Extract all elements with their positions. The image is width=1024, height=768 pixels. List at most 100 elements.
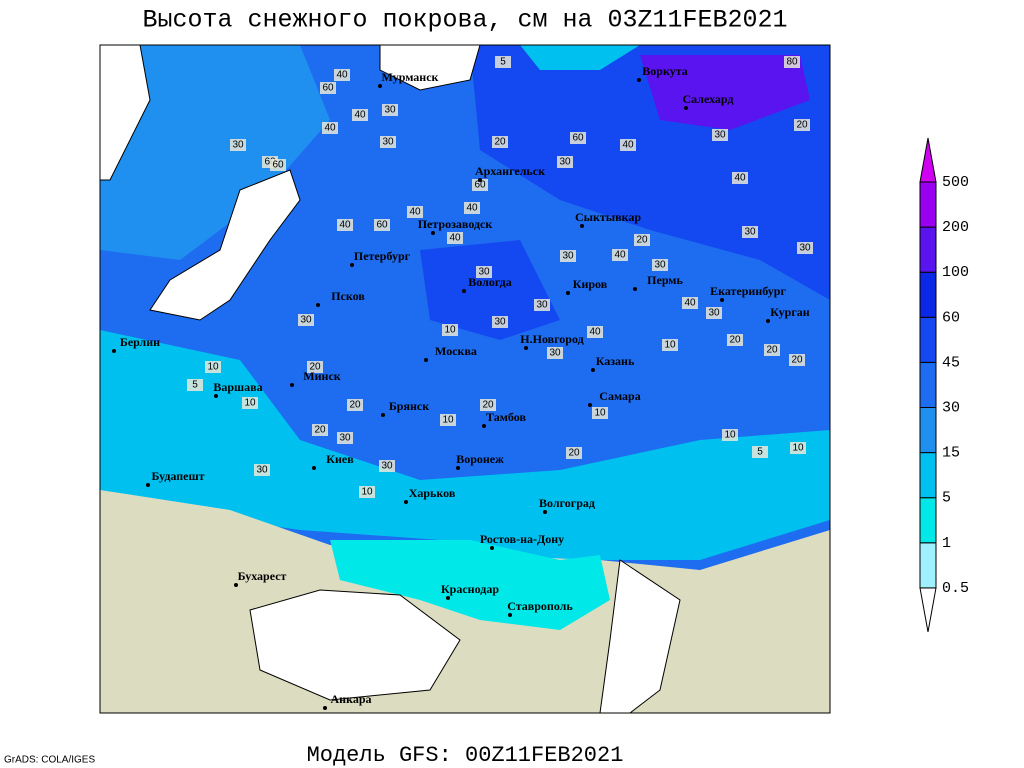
contour-label-box: [352, 109, 368, 121]
city-label: Брянск: [389, 399, 429, 413]
city-dot: [462, 289, 466, 293]
contour-label-box: [557, 156, 573, 168]
contour-label-box: [742, 226, 758, 238]
contour-label: 30: [559, 157, 571, 168]
contour-label-box: [374, 219, 390, 231]
contour-label: 5: [757, 447, 763, 458]
contour-label: 20: [568, 448, 580, 459]
contour-label-box: [682, 297, 698, 309]
city-dot: [766, 319, 770, 323]
contour-label-box: [492, 316, 508, 328]
contour-label: 40: [684, 298, 696, 309]
contour-label-box: [566, 447, 582, 459]
legend-label: 0.5: [942, 580, 969, 597]
city-label: Ставрополь: [507, 599, 573, 613]
legend-swatch: [919, 542, 937, 589]
contour-label-box: [752, 446, 768, 458]
contour-label-box: [492, 136, 508, 148]
city-label: Анкара: [331, 692, 372, 706]
contour-label-box: [570, 132, 586, 144]
city-label: Воронеж: [456, 452, 504, 466]
contour-label: 10: [444, 325, 456, 336]
legend-label: 5: [942, 490, 951, 507]
city-label: Тамбов: [486, 410, 526, 424]
cities: Мурманск Воркута Салехард Архангельск Сыктыв…: [112, 64, 810, 710]
contour-label-box: [337, 432, 353, 444]
contour-labels: 5804060403040603020304030302060606040404…: [187, 56, 813, 498]
city-dot: [478, 178, 482, 182]
city-dot: [323, 706, 327, 710]
city-dot: [234, 583, 238, 587]
contour-label-box: [347, 399, 363, 411]
region: [520, 45, 640, 70]
contour-label-box: [790, 442, 806, 454]
contour-label-box: [634, 234, 650, 246]
map-frame: [99, 44, 831, 714]
contour-label: 30: [714, 130, 726, 141]
city-label: Сыктывкар: [575, 210, 641, 224]
city-label: Петрозаводск: [418, 217, 493, 231]
contour-label: 20: [766, 345, 778, 356]
city-dot: [591, 368, 595, 372]
legend-swatch: [919, 316, 937, 363]
legend-swatch: [919, 181, 937, 228]
contour-label-box: [560, 250, 576, 262]
contour-label: 10: [442, 415, 454, 426]
contour-label: 20: [494, 137, 506, 148]
contour-label-box: [789, 354, 805, 366]
contour-label-box: [298, 314, 314, 326]
contour-label: 30: [494, 317, 506, 328]
contour-label: 30: [232, 140, 244, 151]
contour-label-box: [359, 486, 375, 498]
city-label: Ростов-на-Дону: [480, 532, 564, 546]
contour-label: 20: [349, 400, 361, 411]
contour-label-box: [334, 69, 350, 81]
city-label: Киров: [573, 277, 608, 291]
city-dot: [456, 466, 460, 470]
city-label: Н.Новгород: [520, 332, 583, 346]
contour-label-box: [476, 266, 492, 278]
city-label: Москва: [435, 344, 477, 358]
city-dot: [524, 346, 528, 350]
contour-label: 30: [381, 461, 393, 472]
city-dot: [431, 231, 435, 235]
contour-label: 10: [664, 340, 676, 351]
city-label: Казань: [596, 354, 635, 368]
city-label: Киев: [326, 452, 354, 466]
contour-label-box: [722, 429, 738, 441]
contour-label-box: [312, 424, 328, 436]
city-label: Архангельск: [475, 164, 545, 178]
contour-label: 20: [309, 362, 321, 373]
contour-label-box: [270, 159, 286, 171]
contour-label: 5: [500, 57, 506, 68]
contour-label: 30: [256, 465, 268, 476]
contour-label: 40: [339, 220, 351, 231]
contour-label-box: [784, 56, 800, 68]
contour-label: 60: [272, 160, 284, 171]
legend-label: 60: [942, 309, 960, 326]
contour-label: 60: [322, 83, 334, 94]
contour-label-box: [797, 242, 813, 254]
contour-label-box: [187, 379, 203, 391]
city-dot: [580, 224, 584, 228]
contour-label: 20: [729, 335, 741, 346]
contour-label: 40: [734, 173, 746, 184]
contour-label: 80: [786, 57, 798, 68]
contour-label-box: [706, 307, 722, 319]
contour-label-box: [205, 361, 221, 373]
contour-label-box: [612, 249, 628, 261]
legend-swatch: [919, 407, 937, 454]
city-label: Мурманск: [382, 70, 439, 84]
city-dot: [720, 298, 724, 302]
region: [640, 55, 810, 130]
contour-label-box: [242, 397, 258, 409]
legend-label: 15: [942, 445, 960, 462]
city-dot: [112, 349, 116, 353]
contour-label-box: [592, 407, 608, 419]
city-dot: [508, 613, 512, 617]
contour-label: 30: [300, 315, 312, 326]
city-label: Харьков: [409, 486, 456, 500]
contour-label-box: [307, 361, 323, 373]
city-dot: [312, 466, 316, 470]
